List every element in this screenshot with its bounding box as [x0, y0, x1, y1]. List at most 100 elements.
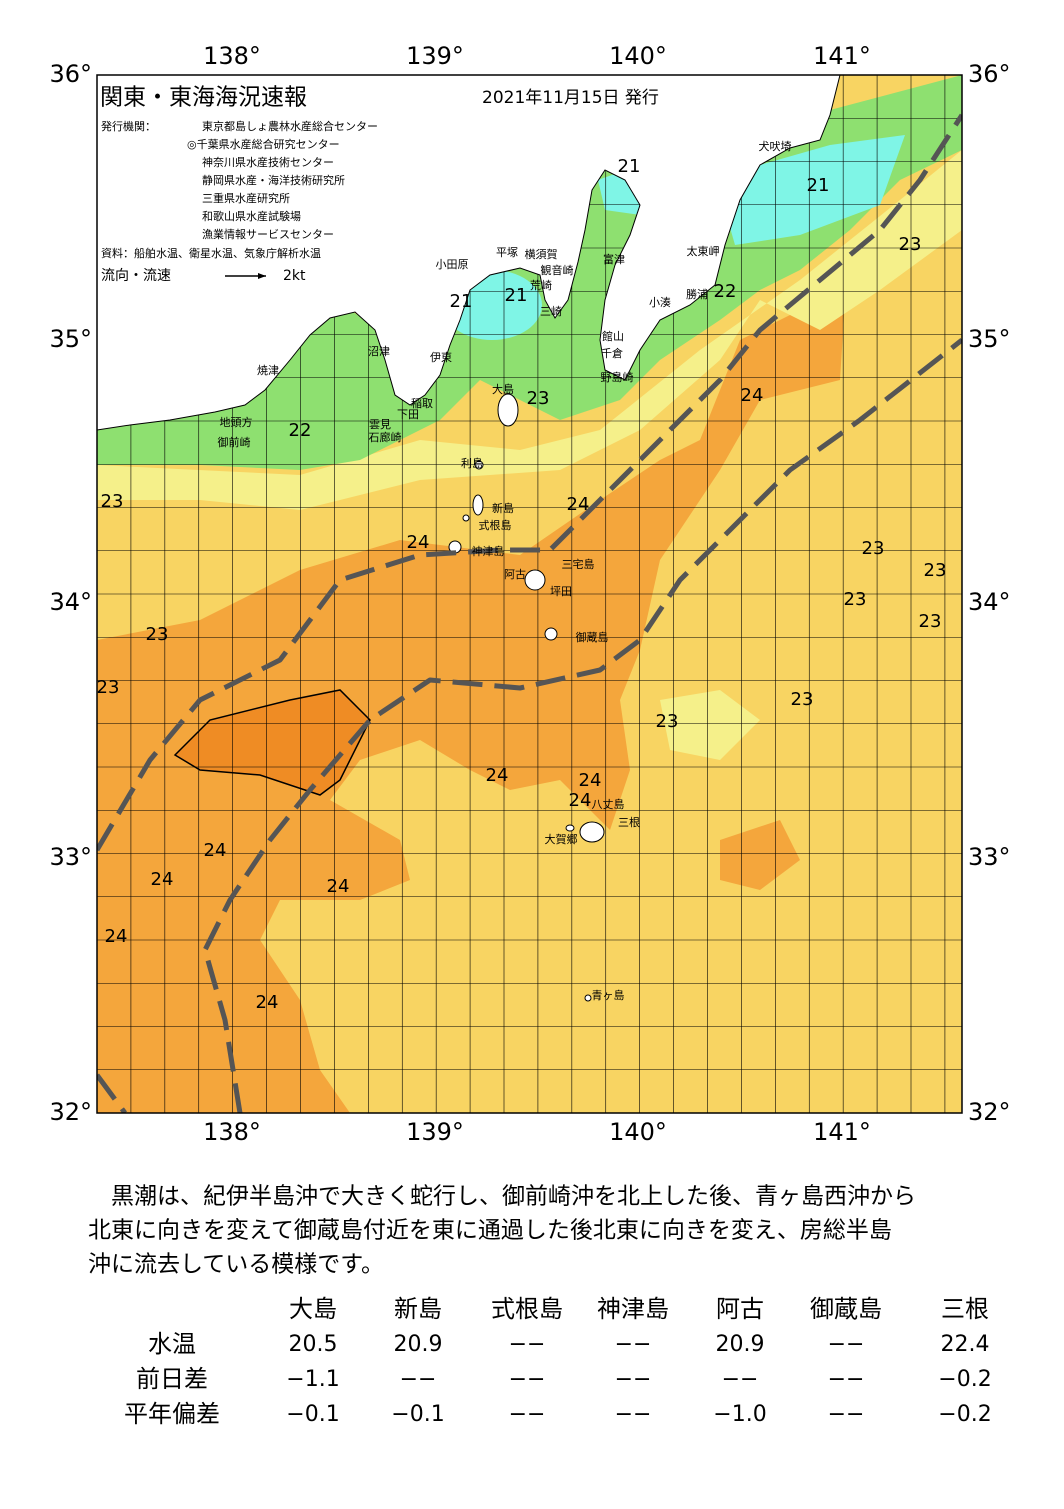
table-cell: 20.5 — [289, 1332, 338, 1357]
issuer: 和歌山県水産試験場 — [202, 209, 301, 223]
table-header: 御蔵島 — [810, 1295, 882, 1323]
place-name: 石廊崎 — [369, 430, 402, 444]
table-header: 神津島 — [597, 1295, 669, 1323]
place-name: 小田原 — [436, 258, 469, 271]
isotherm-label: 23 — [844, 589, 867, 610]
issuer: 東京都島しょ農林水産総合センター — [202, 119, 378, 133]
table-cell: −1.1 — [286, 1367, 339, 1392]
lon-label: 139° — [406, 42, 464, 70]
lat-label: 36° — [49, 60, 92, 88]
isotherm-label: 24 — [327, 876, 350, 897]
island — [579, 821, 605, 843]
isotherm-label: 23 — [656, 711, 679, 732]
lon-label: 140° — [609, 1118, 667, 1146]
island — [474, 460, 484, 470]
issuer: ◎千葉県水産総合研究センター — [187, 137, 340, 151]
table-cell: −− — [828, 1402, 865, 1427]
place-name: 三根 — [618, 815, 640, 829]
place-name: 伊東 — [430, 351, 452, 364]
isotherm-label: 24 — [105, 926, 128, 947]
place-name: 式根島 — [479, 518, 512, 532]
place-name: 三宅島 — [562, 557, 595, 571]
lat-label: 35° — [49, 325, 92, 353]
lat-label: 33° — [49, 843, 92, 871]
isotherm-label: 24 — [579, 770, 602, 791]
table-cell: −− — [400, 1367, 437, 1392]
table-cell: −− — [615, 1367, 652, 1392]
flow-scale-arrowhead — [258, 273, 266, 279]
table-cell: −− — [509, 1402, 546, 1427]
sea-orange — [97, 300, 845, 1113]
isotherm-label: 24 — [567, 494, 590, 515]
isotherm-label: 21 — [807, 175, 830, 196]
place-name: 富津 — [603, 252, 625, 266]
isotherm-label: 22 — [289, 420, 312, 441]
map-title: 関東・東海海況速報 — [100, 85, 307, 111]
lon-label: 138° — [203, 1118, 261, 1146]
lat-label: 34° — [49, 588, 92, 616]
place-name: 荒崎 — [530, 278, 552, 292]
table-cell: −− — [828, 1367, 865, 1392]
table-header: 三根 — [941, 1295, 989, 1323]
place-name: 神津島 — [472, 544, 505, 558]
lon-label: 140° — [609, 42, 667, 70]
table-header: 式根島 — [491, 1295, 563, 1323]
issuer-label: 発行機関： — [101, 119, 156, 133]
isotherm-label: 23 — [924, 560, 947, 581]
lat-label: 32° — [49, 1098, 92, 1126]
place-name: 利島 — [461, 456, 483, 470]
table-cell: −− — [722, 1367, 759, 1392]
sea-light-yellow — [660, 690, 760, 760]
table-cell: 22.4 — [941, 1332, 990, 1357]
description-line: 沖に流去している模様です。 — [88, 1252, 384, 1278]
place-name: 野島崎 — [601, 370, 634, 384]
kuroshio-axis — [97, 1073, 128, 1113]
issue-date: 2021年11月15日 発行 — [482, 88, 659, 108]
place-name: 千倉 — [601, 346, 623, 360]
lat-label: 36° — [968, 60, 1011, 88]
sea-dark-orange — [173, 689, 371, 796]
isotherm-label: 23 — [919, 611, 942, 632]
kuroshio-axis — [202, 338, 962, 1113]
place-name: 八丈島 — [592, 797, 625, 811]
table-cell: −− — [615, 1332, 652, 1357]
description-line: 黒潮は、紀伊半島沖で大きく蛇行し、御前崎沖を北上した後、青ヶ島西沖から — [88, 1184, 916, 1210]
isotherm-label: 24 — [569, 790, 592, 811]
place-name: 沼津 — [368, 344, 390, 358]
place-name: 地頭方 — [220, 415, 253, 429]
place-name: 阿古 — [504, 568, 526, 581]
table-cell: −0.1 — [286, 1402, 339, 1427]
place-name: 犬吠埼 — [759, 139, 792, 153]
table-cell: 20.9 — [394, 1332, 443, 1357]
flow-label: 流向・流速 — [101, 268, 171, 284]
lon-label: 138° — [203, 42, 261, 70]
table-cell: −− — [828, 1332, 865, 1357]
place-name: 館山 — [602, 329, 624, 343]
place-name: 平塚 — [496, 246, 518, 259]
description-line: 北東に向きを変えて御蔵島付近を東に通過した後北東に向きを変え、房総半島 — [88, 1218, 892, 1244]
lat-label: 33° — [968, 843, 1011, 871]
isotherm-label: 21 — [450, 291, 473, 312]
island — [462, 514, 470, 522]
island — [497, 393, 519, 427]
place-name: 大賀郷 — [545, 832, 578, 846]
sea-light-yellow — [97, 150, 962, 510]
isotherm-label: 23 — [899, 234, 922, 255]
table-cell: −1.0 — [713, 1402, 766, 1427]
lat-label: 34° — [968, 588, 1011, 616]
map — [96, 74, 963, 1114]
lat-label: 32° — [968, 1098, 1011, 1126]
issuer: 神奈川県水産技術センター — [202, 155, 334, 169]
isotherm-label: 23 — [97, 677, 120, 698]
isotherm-label: 22 — [714, 281, 737, 302]
island — [565, 824, 575, 832]
island — [472, 494, 484, 516]
place-name: 焼津 — [257, 364, 279, 377]
table-cell: −− — [615, 1402, 652, 1427]
lat-label: 35° — [968, 325, 1011, 353]
issuer: 漁業情報サービスセンター — [202, 227, 334, 241]
flow-scale: 2kt — [283, 268, 306, 284]
isotherm-label: 24 — [741, 385, 764, 406]
